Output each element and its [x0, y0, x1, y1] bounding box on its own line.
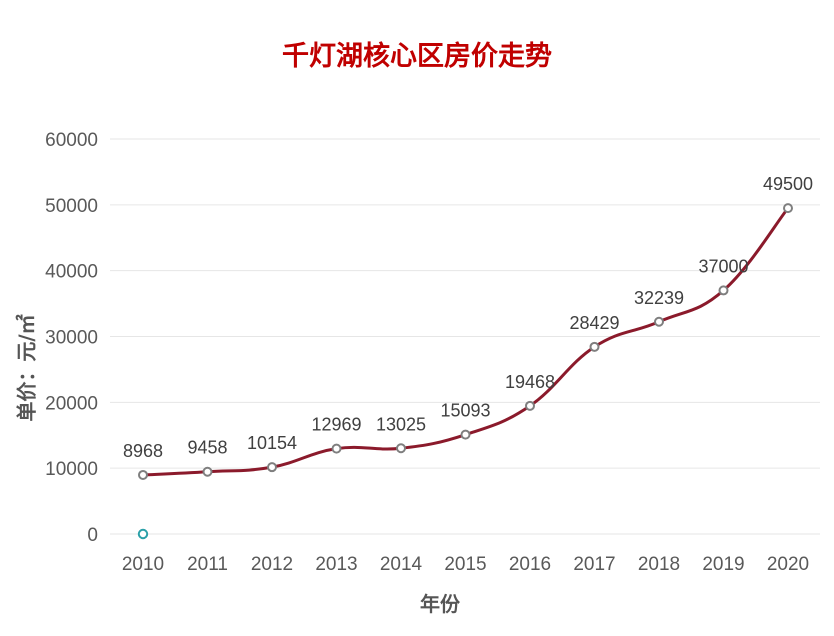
data-point: [525, 400, 535, 411]
x-tick-label: 2013: [315, 554, 357, 575]
y-tick-label: 50000: [45, 196, 98, 217]
data-point: [589, 341, 600, 352]
x-tick-label: 2020: [767, 554, 809, 575]
data-point: [783, 203, 793, 214]
data-label: 37000: [698, 256, 748, 276]
data-point: [202, 466, 213, 477]
x-tick-label: 2012: [251, 554, 293, 575]
x-tick-label: 2015: [444, 554, 486, 575]
y-tick-label: 40000: [45, 262, 98, 283]
data-points: [137, 203, 793, 540]
data-point: [654, 316, 664, 327]
data-point: [718, 285, 729, 296]
data-point: [396, 443, 406, 454]
data-point: [267, 462, 277, 473]
x-tick-labels: 2010 2011 2012 2013 2014 2015 2016 2017 2018 2019…: [122, 554, 809, 575]
data-point: [460, 429, 471, 440]
x-axis-label: 年份: [420, 592, 460, 616]
data-point: [331, 443, 342, 454]
origin-point: [137, 528, 149, 540]
data-point: [138, 469, 148, 480]
data-label: 49500: [763, 174, 813, 194]
data-label: 19468: [505, 372, 555, 392]
x-tick-label: 2017: [573, 554, 615, 575]
data-label: 10154: [247, 433, 297, 453]
data-label: 15093: [440, 401, 490, 421]
y-tick-labels: 0 10000 20000 30000 40000 50000 60000: [45, 130, 98, 546]
data-label: 13025: [376, 414, 426, 434]
x-tick-label: 2016: [509, 554, 551, 575]
y-tick-label: 10000: [45, 459, 98, 480]
y-tick-label: 0: [87, 525, 98, 546]
y-tick-label: 20000: [45, 393, 98, 414]
chart-title: 千灯湖核心区房价走势: [282, 41, 552, 72]
data-labels: 8968 9458 10154 12969 13025 15093 19468 28429 32…: [123, 174, 813, 461]
x-tick-label: 2019: [702, 554, 744, 575]
data-label: 12969: [311, 415, 361, 435]
data-label: 8968: [123, 441, 163, 461]
y-tick-label: 60000: [45, 130, 98, 151]
data-label: 9458: [187, 438, 227, 458]
x-tick-label: 2018: [638, 554, 680, 575]
x-tick-label: 2011: [187, 554, 228, 575]
data-label: 32239: [634, 288, 684, 308]
x-tick-label: 2010: [122, 554, 164, 575]
data-label: 28429: [569, 313, 619, 333]
gridlines: [110, 138, 820, 535]
y-tick-label: 30000: [45, 328, 98, 349]
x-tick-label: 2014: [380, 554, 423, 575]
